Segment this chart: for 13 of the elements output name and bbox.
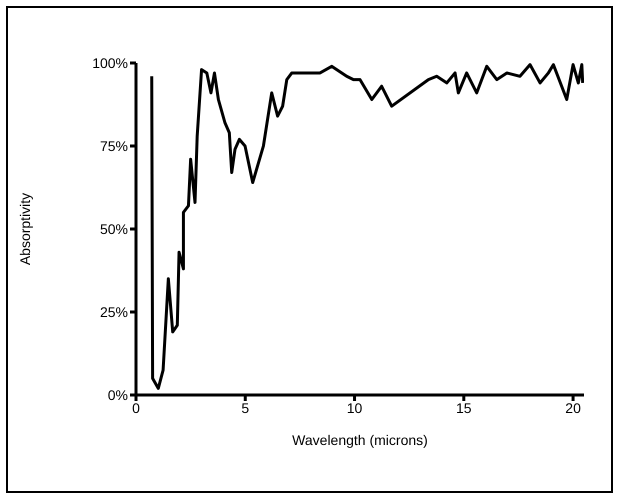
y-tick-label: 50% [100, 220, 128, 237]
x-tick-label: 15 [456, 400, 472, 416]
line-series [150, 63, 584, 390]
x-tick-label: 5 [241, 400, 250, 416]
x-axis-title: Wavelength (microns) [292, 432, 428, 448]
y-tick-label: 100% [92, 54, 128, 71]
x-tick-label: 20 [565, 400, 582, 416]
x-tick-label: 10 [346, 400, 363, 416]
y-tick-label: 25% [100, 304, 128, 320]
y-tick-label: 0% [108, 386, 128, 403]
x-tick-label: 0 [132, 400, 140, 416]
y-tick-label: 75% [100, 138, 128, 154]
y-axis-title: Absorptivity [16, 192, 33, 266]
